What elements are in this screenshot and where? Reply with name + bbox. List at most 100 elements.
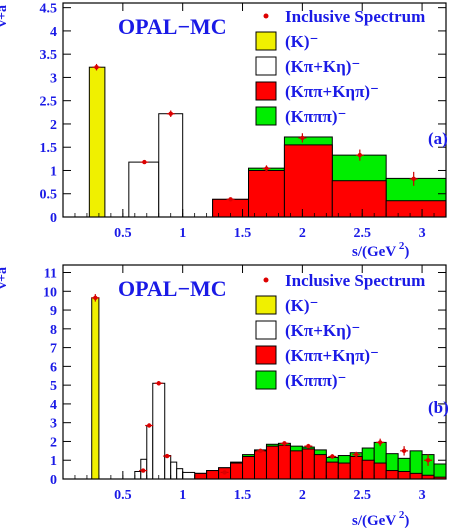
y-tick-label: 8 [50, 323, 57, 338]
histogram-bar [325, 461, 339, 480]
histogram-bar [289, 450, 303, 480]
legend-label: (Kππ+Kηπ)⁻ [285, 82, 379, 101]
histogram-bar [301, 448, 315, 480]
histogram-bar [242, 455, 255, 480]
data-point [156, 381, 161, 386]
histogram-bar [373, 462, 387, 480]
legend-marker [263, 13, 269, 19]
panel-label: (a) [428, 129, 448, 148]
legend: Inclusive Spectrum (K)⁻ (Kπ+Kη)⁻ (Kππ+Kηπ)⁻… [255, 271, 425, 390]
data-point [168, 111, 173, 116]
inclusive-spectrum-points [91, 294, 433, 475]
data-point [222, 470, 227, 475]
y-tick-label: 4 [50, 25, 57, 40]
y-tick-label: 3.5 [40, 48, 58, 63]
data-point [228, 197, 233, 202]
y-tick-label: 2 [50, 118, 57, 133]
histogram-bar [152, 382, 166, 480]
y-tick-label: 4.5 [40, 2, 58, 17]
y-tick-label: 2 [50, 435, 57, 450]
y-tick-label: 1.5 [40, 141, 58, 156]
histogram-bar [88, 66, 106, 218]
series-1 [134, 382, 196, 480]
data-point [357, 152, 363, 158]
histogram-bar [277, 444, 291, 480]
legend: Inclusive Spectrum (K)⁻ (Kπ+Kη)⁻ (Kππ+Kηπ)⁻… [255, 7, 425, 126]
series-0 [91, 297, 100, 480]
histogram-bar [182, 471, 196, 480]
data-point [258, 448, 263, 454]
legend-swatch [255, 81, 277, 101]
histogram-bar [164, 455, 172, 480]
y-tick-label: 1 [50, 164, 57, 179]
data-point [330, 454, 335, 459]
legend-label: (Kπ+Kη)⁻ [285, 57, 360, 76]
x-tick-label: 1 [179, 488, 186, 503]
legend-swatch [255, 31, 277, 51]
histogram-bar [265, 445, 279, 480]
y-tick-label: 1 [50, 454, 57, 469]
histogram-bar [397, 470, 411, 480]
histogram-bar [194, 472, 208, 480]
y-tick-label: 5 [50, 379, 57, 394]
histogram-bar [146, 425, 154, 480]
legend-label: (K)⁻ [285, 296, 319, 315]
legend-swatch [255, 295, 277, 315]
x-tick-label: 1.5 [234, 488, 252, 503]
legend-swatch [255, 345, 277, 365]
legend-swatch [255, 370, 277, 390]
legend-label: (Kπ+Kη)⁻ [285, 321, 360, 340]
histogram-bar [337, 462, 351, 480]
chart-title: OPAL−MC [118, 276, 227, 301]
x-tick-label: 3 [419, 488, 426, 503]
data-point [264, 166, 269, 171]
histogram-bar [409, 472, 423, 480]
x-tick-label: 1 [179, 226, 186, 241]
data-point [354, 452, 359, 457]
histogram-bar [361, 459, 375, 480]
data-point [401, 448, 407, 454]
y-tick-label: 0 [50, 473, 57, 488]
inclusive-spectrum-points [92, 63, 418, 202]
x-tick-label: 0.5 [114, 488, 132, 503]
data-point [164, 453, 170, 459]
y-tick-label: 3 [50, 417, 57, 432]
legend-label: (Kπππ)⁻ [285, 371, 346, 390]
histogram-bar [254, 450, 267, 480]
legend-swatch [255, 56, 277, 76]
data-point [411, 176, 416, 182]
legend-label: Inclusive Spectrum [285, 271, 425, 290]
histogram-bar [349, 455, 363, 480]
x-axis-label: s/(GeV 2) [352, 240, 409, 260]
data-point [146, 423, 152, 428]
y-tick-label: 4 [50, 398, 57, 413]
data-point [377, 440, 383, 445]
histogram-bar [158, 113, 184, 218]
chart-panel-a: 0.5 1 1.5 2 2.5 3 0 0.5 1 1.5 2 2.5 3 3.5 4 4.5 v+a OPAL−… [0, 2, 448, 260]
x-tick-label: 2 [299, 488, 306, 503]
y-tick-label: 2.5 [40, 95, 58, 110]
histogram-bar [248, 169, 285, 218]
chart-title: OPAL−MC [118, 14, 227, 39]
x-tick-label: 2 [299, 226, 306, 241]
histogram-bar [128, 161, 160, 218]
panel-label: (b) [428, 398, 449, 417]
data-point [306, 443, 311, 449]
histogram-bar [134, 470, 142, 480]
data-point [300, 135, 305, 141]
data-point [140, 468, 146, 473]
y-tick-label: 3 [50, 71, 57, 86]
y-tick-label: 0.5 [40, 188, 58, 203]
x-tick-label: 2.5 [353, 488, 371, 503]
y-tick-label: 11 [44, 267, 57, 282]
legend-label: (Kππ+Kηπ)⁻ [285, 346, 379, 365]
x-tick-label: 1.5 [234, 226, 252, 241]
data-point [142, 159, 147, 165]
histogram-bar [230, 462, 244, 480]
x-tick-label: 0.5 [114, 226, 132, 241]
histogram-bar [91, 297, 100, 480]
data-point [282, 441, 287, 446]
y-tick-label: 0 [50, 211, 57, 226]
y-tick-label: 10 [43, 285, 57, 300]
